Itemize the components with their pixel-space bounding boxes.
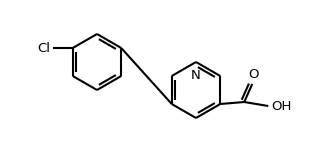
Text: O: O <box>248 68 259 81</box>
Text: Cl: Cl <box>37 42 50 55</box>
Text: OH: OH <box>271 100 292 114</box>
Text: N: N <box>191 69 201 82</box>
